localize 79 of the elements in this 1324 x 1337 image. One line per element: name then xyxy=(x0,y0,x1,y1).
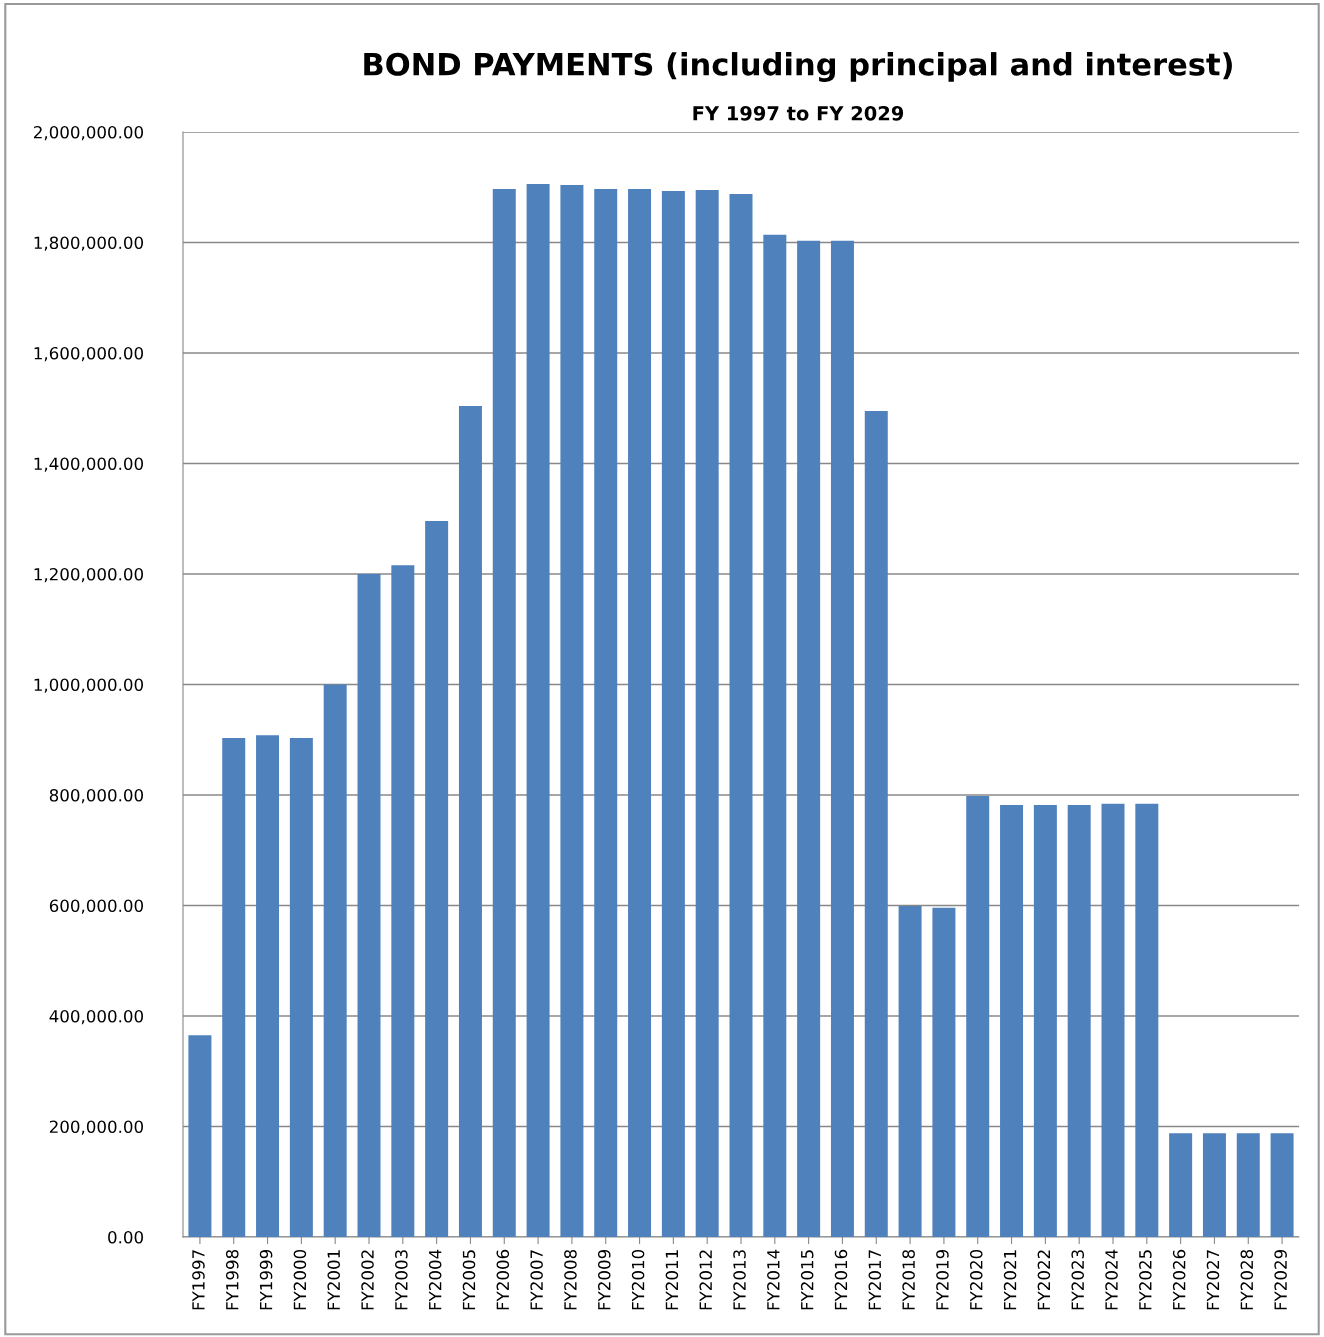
y-tick-label: 2,000,000.00 xyxy=(34,125,143,141)
bar xyxy=(1000,804,1024,1237)
x-tick-label: FY2017 xyxy=(868,1250,882,1310)
x-tick-label: FY2005 xyxy=(462,1250,476,1310)
x-tick-label: FY2016 xyxy=(834,1249,848,1310)
x-tick-label: FY2013 xyxy=(733,1250,746,1310)
x-tick-label: FY2014 xyxy=(767,1249,780,1310)
x-tick-label: FY2011 xyxy=(665,1250,679,1310)
bar xyxy=(763,234,787,1237)
x-tick-label: FY2012 xyxy=(699,1250,713,1310)
x-tick-label: FY2025 xyxy=(1139,1250,1152,1310)
x-tick-label: FY2028 xyxy=(1240,1249,1254,1310)
x-tick-label: FY1999 xyxy=(259,1249,273,1310)
chart-title: BOND PAYMENTS (including principal and interest) xyxy=(364,52,1232,82)
x-tick-label: FY2009 xyxy=(597,1249,611,1310)
bar xyxy=(492,188,516,1237)
bar xyxy=(1135,803,1159,1237)
x-tick-label: FY2019 xyxy=(936,1249,949,1310)
bar xyxy=(1270,1133,1294,1237)
x-tick-label: FY2021 xyxy=(1003,1250,1017,1310)
x-tick-label: FY2023 xyxy=(1071,1250,1085,1310)
bar xyxy=(425,520,449,1237)
y-tick-label: 1,200,000.00 xyxy=(34,567,143,583)
x-tick-label: FY1998 xyxy=(225,1249,239,1310)
x-tick-label: FY2020 xyxy=(969,1249,983,1310)
bar xyxy=(323,684,347,1237)
x-tick-label: FY2015 xyxy=(800,1250,814,1310)
x-tick-label: FY2006 xyxy=(496,1249,510,1310)
bar xyxy=(661,191,685,1237)
bar xyxy=(1236,1133,1260,1237)
bar xyxy=(864,411,888,1237)
bar xyxy=(1033,804,1057,1237)
bar xyxy=(188,1035,212,1237)
y-tick-label: 1,600,000.00 xyxy=(34,346,143,362)
x-tick-label: FY2000 xyxy=(293,1249,307,1310)
bar xyxy=(1101,803,1125,1237)
x-tick-label: FY2007 xyxy=(530,1250,543,1310)
y-tick-label: 600,000.00 xyxy=(49,899,143,914)
bar xyxy=(594,188,618,1237)
bar xyxy=(628,188,652,1237)
x-tick-label: FY2008 xyxy=(564,1249,577,1310)
x-tick-label: FY1997 xyxy=(192,1250,205,1310)
x-tick-label: FY2029 xyxy=(1274,1249,1287,1310)
y-tick-label: 200,000.00 xyxy=(49,1120,143,1135)
x-tick-label: FY2027 xyxy=(1206,1250,1220,1310)
x-tick-label: FY2018 xyxy=(902,1249,915,1310)
x-tick-label: FY2003 xyxy=(395,1250,408,1310)
x-tick-label: FY2002 xyxy=(361,1250,374,1310)
x-tick-label: FY2026 xyxy=(1172,1249,1186,1310)
bar xyxy=(729,193,753,1237)
bar xyxy=(1169,1133,1193,1237)
chart-subtitle: FY 1997 to FY 2029 xyxy=(693,105,904,121)
bar xyxy=(222,738,246,1237)
bar xyxy=(898,906,922,1237)
y-tick-label: 1,800,000.00 xyxy=(34,236,143,251)
x-tick-label: FY2001 xyxy=(327,1250,341,1310)
y-tick-label: 0.00 xyxy=(108,1230,143,1244)
bar xyxy=(695,190,719,1237)
x-tick-label: FY2024 xyxy=(1105,1249,1118,1310)
bar xyxy=(458,406,482,1237)
bar xyxy=(932,907,956,1237)
bar xyxy=(830,240,854,1237)
x-tick-label: FY2010 xyxy=(631,1249,645,1310)
x-tick-label: FY2022 xyxy=(1037,1250,1051,1310)
bar xyxy=(357,574,381,1237)
bar xyxy=(560,185,584,1237)
y-tick-label: 800,000.00 xyxy=(49,788,143,804)
bar xyxy=(256,735,280,1237)
bar xyxy=(1067,804,1091,1237)
y-tick-label: 400,000.00 xyxy=(49,1009,143,1025)
y-tick-label: 1,400,000.00 xyxy=(34,457,143,472)
bar xyxy=(966,796,990,1237)
x-tick-label: FY2004 xyxy=(428,1249,442,1310)
bar xyxy=(526,183,550,1237)
bar xyxy=(289,738,313,1237)
bar xyxy=(391,565,415,1237)
y-tick-label: 1,000,000.00 xyxy=(34,678,143,693)
bar xyxy=(797,240,821,1237)
bar xyxy=(1202,1133,1226,1237)
